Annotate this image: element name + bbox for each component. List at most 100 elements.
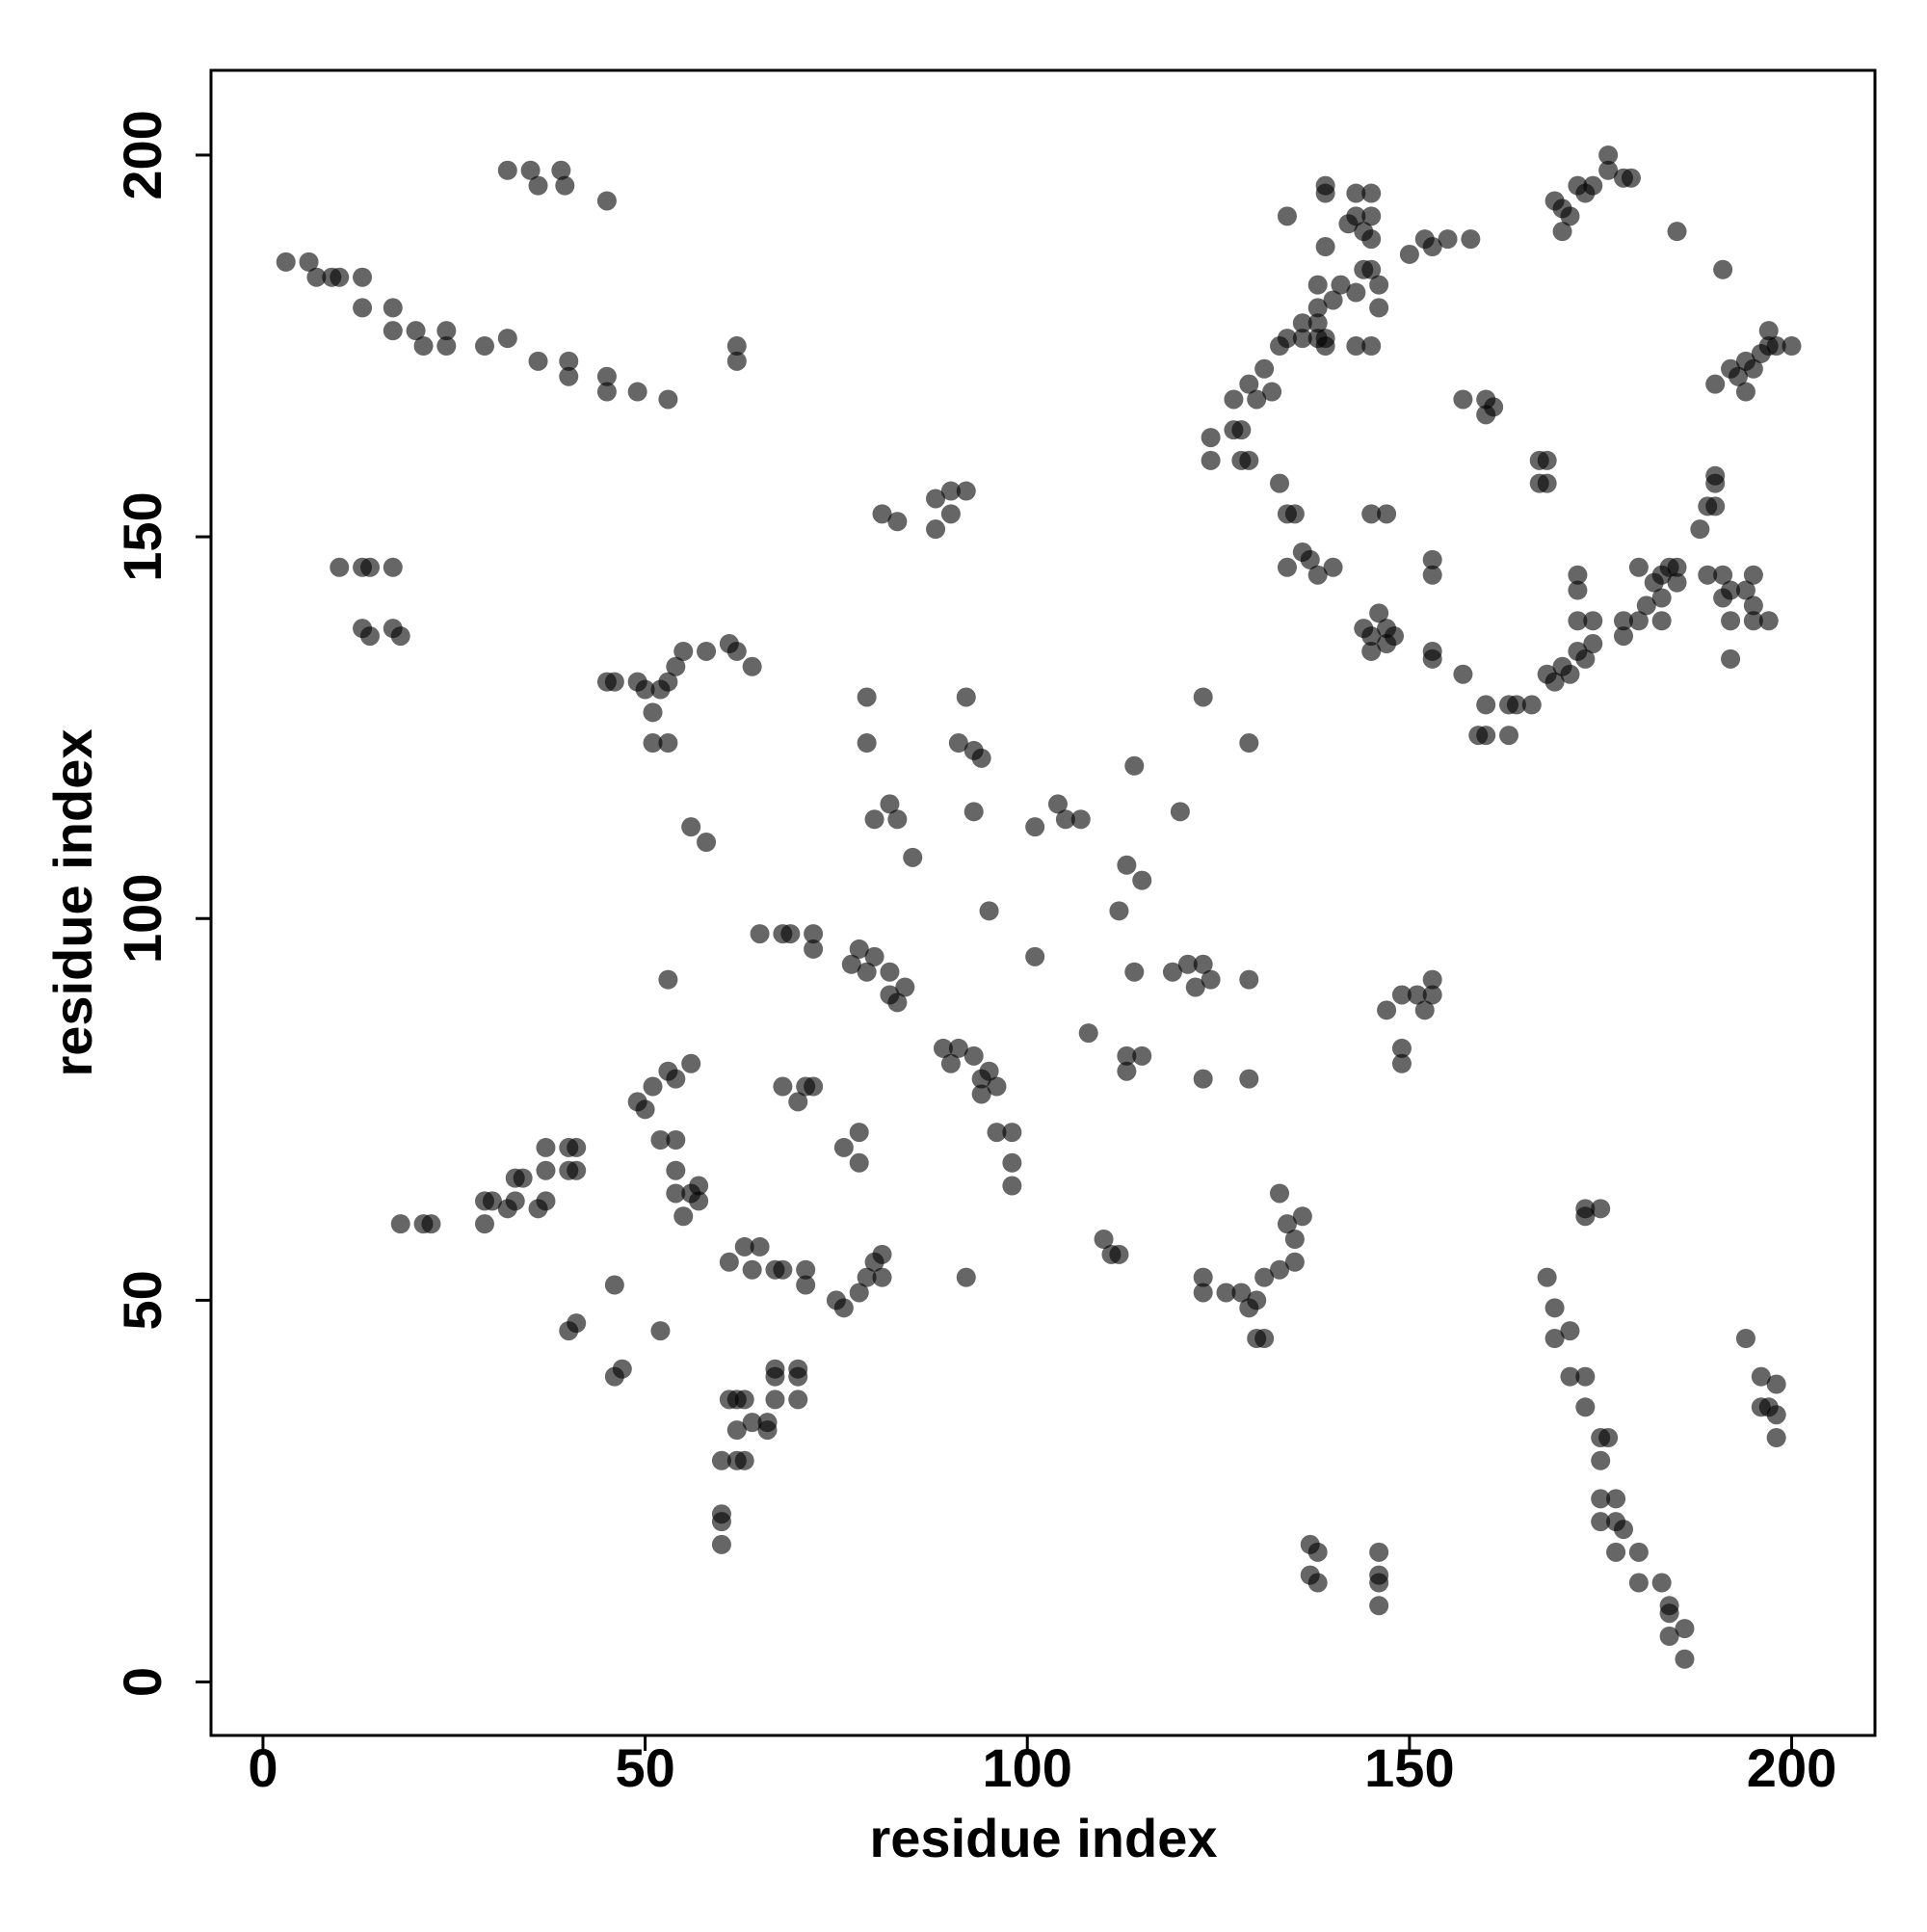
point [1614,611,1634,631]
point [1300,549,1320,569]
point [1162,962,1182,982]
point [1391,1053,1412,1073]
point [353,267,373,287]
point [1591,1489,1611,1509]
point [596,366,617,386]
point [383,321,403,341]
point [643,733,663,754]
point [1521,695,1542,715]
point [857,962,877,982]
point [1659,1627,1679,1647]
point [1628,1542,1649,1562]
point [1606,1489,1626,1509]
point [1743,358,1763,379]
point [1369,603,1389,623]
point [734,1450,754,1470]
point [773,1259,793,1280]
point [1201,450,1221,470]
point [833,1137,854,1157]
point [1499,726,1519,746]
point [1224,389,1244,410]
point [750,924,770,944]
point [604,1275,624,1295]
point [1262,382,1282,402]
point [1124,962,1145,982]
point [520,160,541,180]
point [390,626,410,647]
point [650,1130,671,1151]
point [857,733,877,754]
point [666,656,686,676]
point [1239,1069,1259,1089]
point [940,504,961,524]
point [1315,237,1335,257]
point [497,160,517,180]
point [1231,1283,1252,1303]
point [1476,695,1496,715]
point [711,1534,731,1554]
point [1284,1252,1305,1272]
point [1193,1283,1213,1303]
point [1414,1000,1435,1020]
point [1399,244,1419,264]
point [1438,229,1458,250]
point [1247,389,1267,410]
point [872,1244,892,1264]
point [559,351,579,371]
point [1713,565,1733,585]
point [1185,977,1205,997]
point [383,298,403,318]
point [1422,985,1442,1005]
point [1270,1183,1290,1204]
point [1735,1329,1755,1349]
x-tick-label: 150 [1364,1737,1454,1798]
point [1743,611,1763,631]
point [681,817,701,837]
point [1758,611,1779,631]
point [421,1214,441,1234]
point [742,656,762,676]
point [1721,648,1741,669]
point [1277,206,1297,226]
point [1193,687,1213,707]
point [1170,802,1190,822]
point [857,687,877,707]
point [956,481,976,501]
point [666,1183,686,1204]
point [1407,985,1427,1005]
point [383,557,403,577]
point [1675,1619,1695,1639]
point [1675,1649,1695,1669]
point [1743,595,1763,616]
point [788,1389,808,1410]
point [528,351,548,371]
point [604,672,624,692]
point [1537,473,1557,493]
point [948,733,968,754]
point [1391,985,1412,1005]
point [666,1069,686,1089]
point [330,267,350,287]
x-tick-label: 100 [983,1737,1072,1798]
point [1193,1069,1213,1089]
point [864,809,884,830]
point [1117,1045,1137,1066]
point [964,802,984,822]
point [1239,374,1259,394]
point [474,336,494,357]
point [505,1191,525,1211]
point [1377,504,1397,524]
point [1598,145,1619,165]
y-tick-label: 50 [112,1270,172,1330]
point [849,1123,869,1143]
point [1307,565,1328,585]
point [1307,1573,1328,1593]
point [880,962,900,982]
point [1544,1298,1565,1318]
point [1094,1230,1114,1250]
point [1307,1542,1328,1562]
point [1583,175,1603,196]
point [872,504,892,524]
x-tick-label: 200 [1747,1737,1836,1798]
